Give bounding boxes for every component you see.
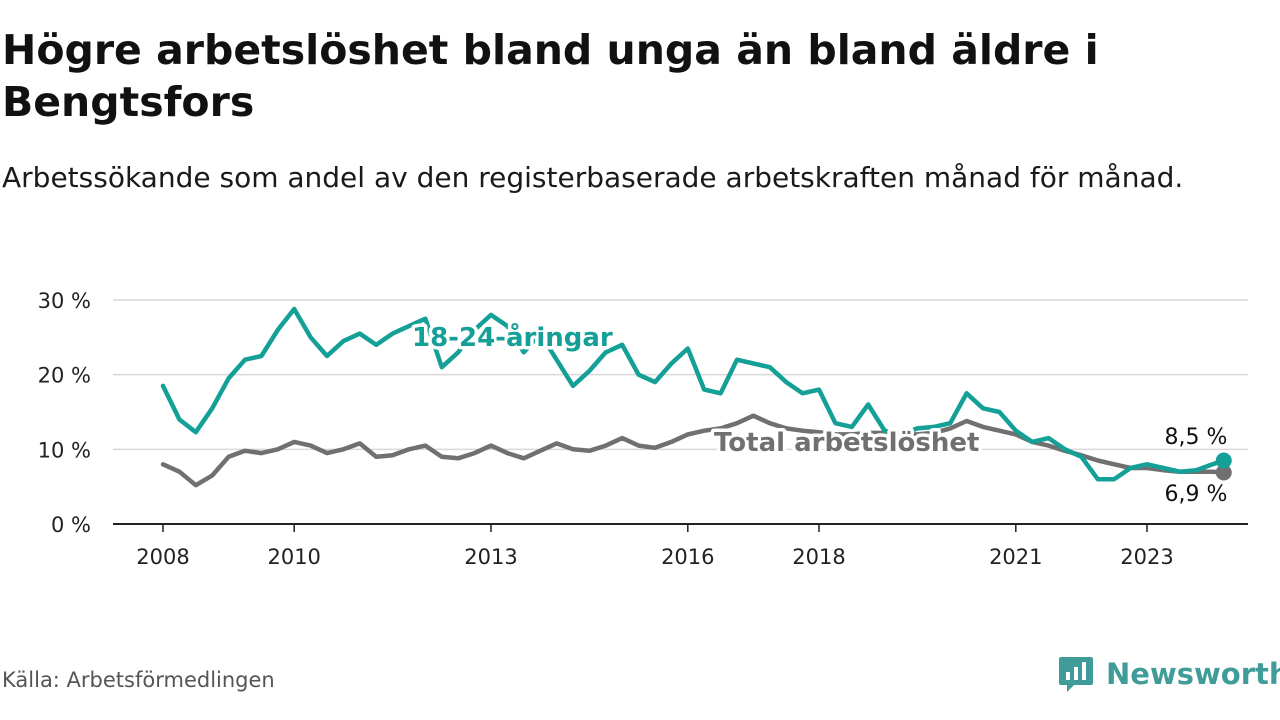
series-line-youth — [160, 306, 1227, 482]
x-tick-label: 2008 — [136, 545, 189, 569]
end-label-total: 6,9 % — [1165, 482, 1228, 507]
brand-name: Newsworthy — [1106, 657, 1280, 691]
x-tick-label: 2023 — [1120, 545, 1173, 569]
y-tick-label: 20 % — [38, 364, 91, 388]
end-label-youth: 8,5 % — [1165, 425, 1228, 450]
x-tick-label: 2010 — [267, 545, 320, 569]
y-tick-label: 30 % — [38, 289, 91, 313]
series-label-total: Total arbetslöshet — [714, 428, 979, 458]
series-label-youth: 18-24-åringar — [412, 321, 613, 353]
y-tick-label: 0 % — [51, 513, 91, 537]
series-line-total — [160, 413, 1227, 488]
line-chart: 0 % 10 % 20 % 30 % 2008 2010 2013 2016 2018 2021 2… — [38, 289, 1248, 569]
end-point-youth — [1215, 452, 1232, 469]
brand-logo: Newsworthy — [1058, 654, 1280, 694]
chart-subtitle: Arbetssökande som andel av den registerb… — [2, 161, 1184, 194]
x-tick-label: 2013 — [464, 545, 517, 569]
x-tick-label: 2016 — [661, 545, 714, 569]
y-tick-label: 10 % — [38, 438, 91, 462]
source-note: Källa: Arbetsförmedlingen — [2, 668, 275, 692]
chart-title: Högre arbetslöshet bland unga än bland ä… — [2, 26, 1099, 126]
newsworthy-logo-icon — [1059, 657, 1093, 692]
x-tick-label: 2018 — [792, 545, 845, 569]
end-point-total — [1215, 464, 1232, 481]
x-tick-label: 2021 — [989, 545, 1042, 569]
